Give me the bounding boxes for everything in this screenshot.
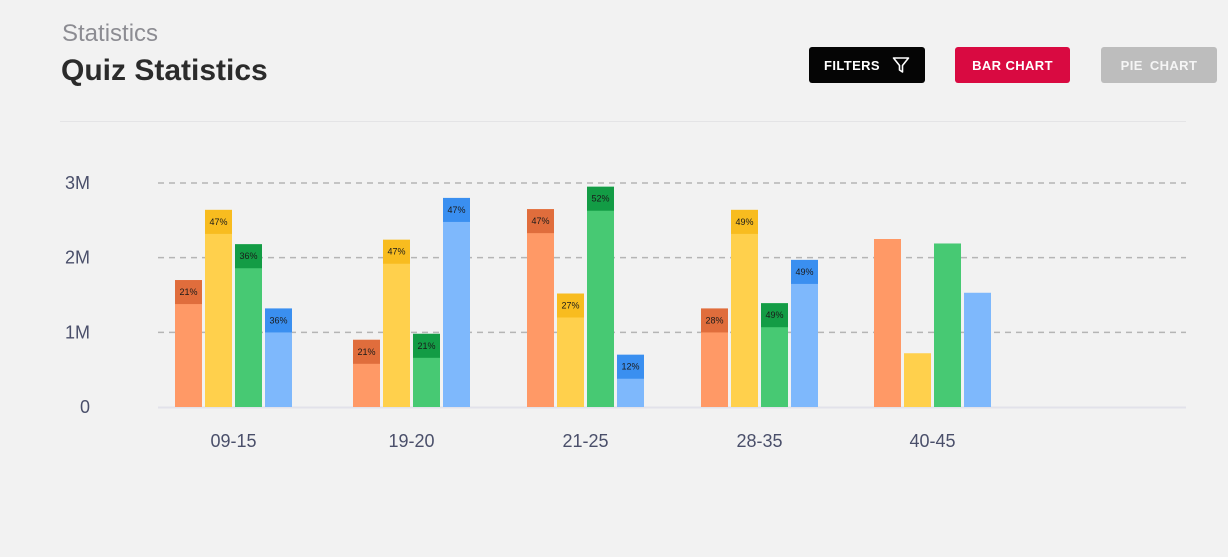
y-tick-label: 2M xyxy=(65,248,90,268)
filters-button[interactable]: FILTERS xyxy=(809,47,925,83)
bar-data-label: 21% xyxy=(417,341,435,351)
x-tick-label: 21-25 xyxy=(562,431,608,451)
bar-data-label: 47% xyxy=(209,217,227,227)
bar-data-label: 36% xyxy=(239,251,257,261)
breadcrumb: Statistics xyxy=(62,20,159,47)
bar xyxy=(205,209,232,407)
bar-data-label: 52% xyxy=(591,194,609,204)
bar-label-band xyxy=(175,280,202,305)
bar xyxy=(527,209,554,407)
bar xyxy=(874,239,901,407)
bar-label-band xyxy=(443,197,470,222)
bar-label-band xyxy=(791,259,818,284)
filter-icon xyxy=(892,57,910,73)
bar-label-band xyxy=(701,308,728,333)
bar xyxy=(904,353,931,407)
bar-chart-button[interactable]: BAR CHART xyxy=(955,47,1070,83)
bar-data-label: 49% xyxy=(795,267,813,277)
bar-label-band xyxy=(353,339,380,364)
pie-chart-button[interactable]: PIE CHART xyxy=(1101,47,1217,83)
bar-data-label: 49% xyxy=(735,217,753,227)
y-tick-label: 3M xyxy=(65,173,90,193)
y-tick-label: 0 xyxy=(80,397,90,417)
bar-label-band xyxy=(761,303,788,328)
header-divider xyxy=(60,121,1186,122)
bar xyxy=(934,243,961,407)
bar-data-label: 36% xyxy=(269,315,287,325)
x-tick-label: 40-45 xyxy=(909,431,955,451)
page-title: Quiz Statistics xyxy=(61,54,268,87)
bar-label-band xyxy=(587,186,614,211)
bar-data-label: 47% xyxy=(387,247,405,257)
bar-data-label: 47% xyxy=(447,205,465,215)
bar xyxy=(587,186,614,407)
bar-label-band xyxy=(205,209,232,234)
bar xyxy=(964,292,991,407)
x-tick-label: 28-35 xyxy=(736,431,782,451)
bar-label-band xyxy=(265,308,292,333)
filters-button-label: FILTERS xyxy=(824,57,880,73)
bar-label-band xyxy=(731,209,758,234)
bar xyxy=(383,239,410,407)
bar xyxy=(731,209,758,407)
y-tick-label: 1M xyxy=(65,322,90,342)
bar-chart-button-label: BAR CHART xyxy=(972,57,1053,73)
bar-label-band xyxy=(617,354,644,379)
bar-data-label: 12% xyxy=(621,362,639,372)
bar-data-label: 28% xyxy=(705,315,723,325)
bar-label-band xyxy=(235,244,262,269)
pie-chart-button-label: PIE CHART xyxy=(1120,57,1198,73)
bar-data-label: 47% xyxy=(531,216,549,226)
bar-label-band xyxy=(383,239,410,264)
bar-label-band xyxy=(413,333,440,358)
bar xyxy=(443,197,470,407)
bar-data-label: 21% xyxy=(179,287,197,297)
bar-data-label: 49% xyxy=(765,310,783,320)
bar xyxy=(235,244,262,407)
x-tick-label: 09-15 xyxy=(210,431,256,451)
x-tick-label: 19-20 xyxy=(388,431,434,451)
bar-label-band xyxy=(557,293,584,318)
bar xyxy=(791,259,818,407)
bar-data-label: 27% xyxy=(561,301,579,311)
bar-data-label: 21% xyxy=(357,347,375,357)
bar-label-band xyxy=(527,209,554,234)
